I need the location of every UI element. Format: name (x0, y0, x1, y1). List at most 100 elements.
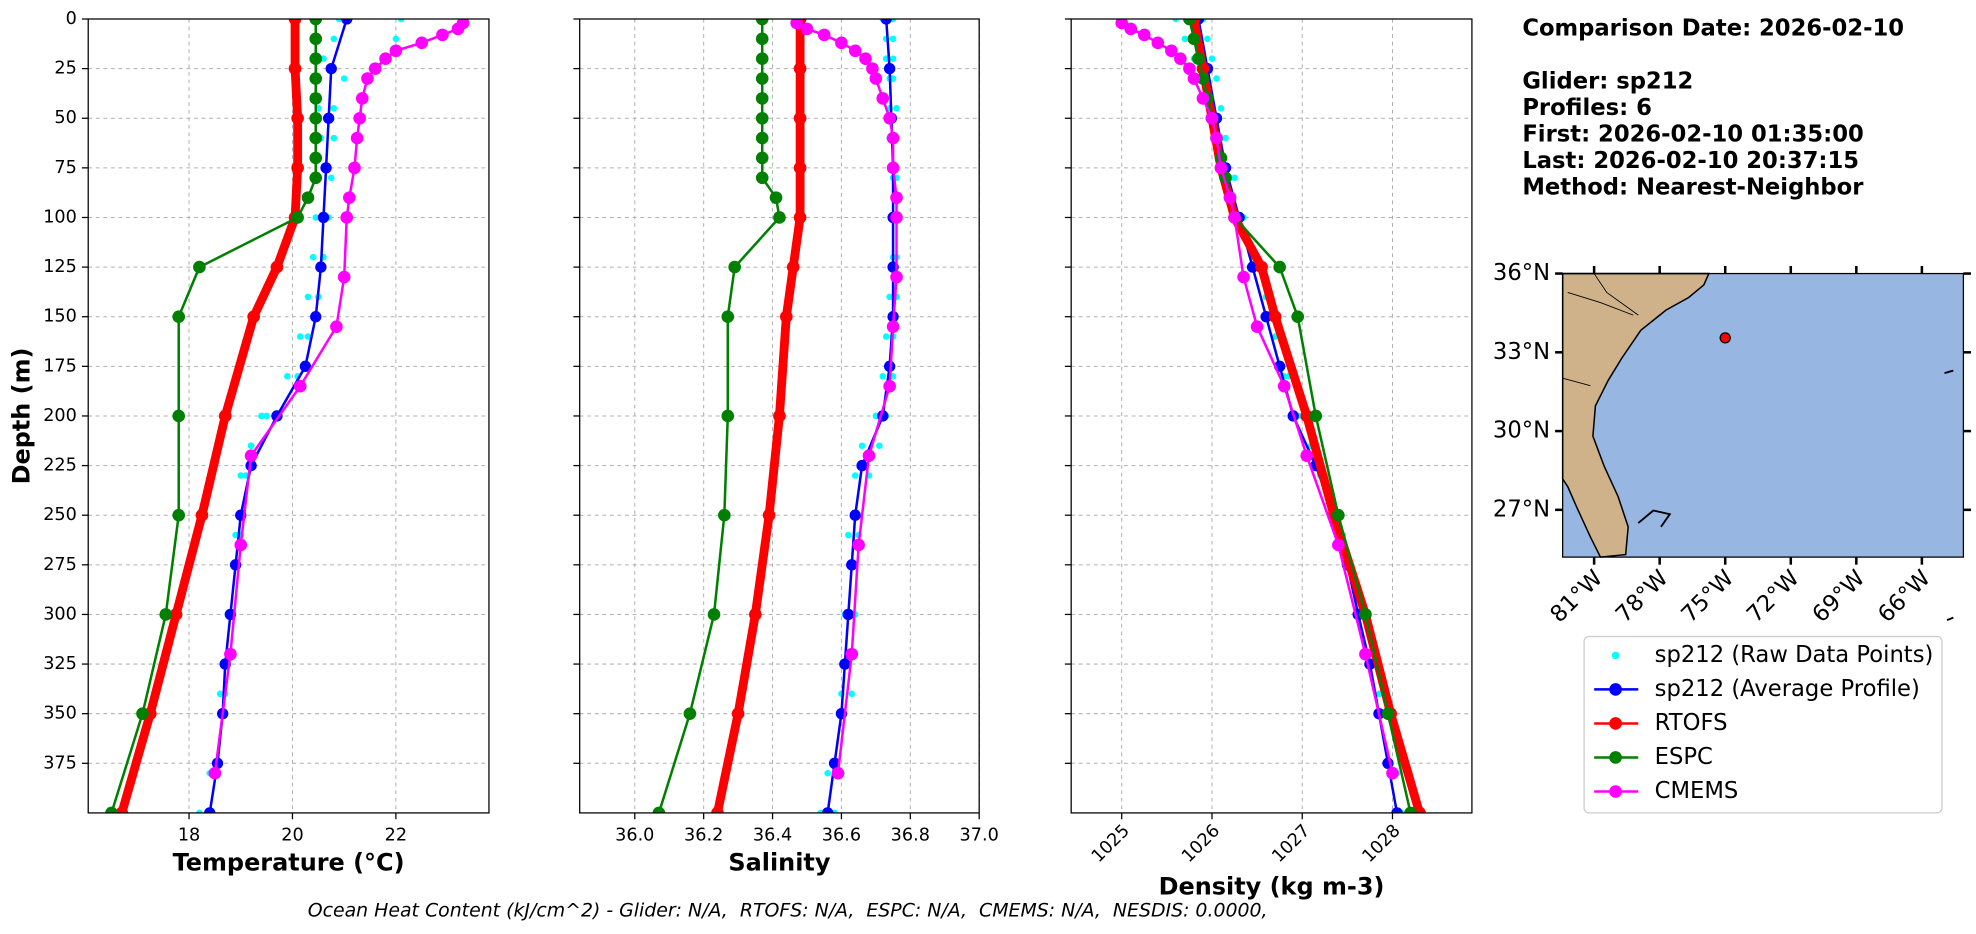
y-axis-label: Depth (m) (8, 348, 36, 485)
raw-point (1181, 35, 1189, 43)
glider-position (1719, 332, 1731, 344)
raw-point (1204, 35, 1211, 43)
profile-marker (866, 62, 879, 75)
profile-marker (169, 608, 183, 621)
profile-marker (1223, 191, 1237, 204)
profile-marker (244, 449, 258, 462)
profile-marker (1391, 807, 1403, 813)
profile-marker (1187, 72, 1201, 85)
x-tick-label: 36.6 (822, 826, 861, 846)
profile-marker (1260, 311, 1272, 323)
x-axis-label: Temperature (°C) (173, 848, 405, 876)
profile-marker (846, 559, 858, 571)
map-y-tick-label: 30°N (1493, 418, 1550, 444)
profile-marker (849, 509, 861, 521)
y-tick-label: 350 (43, 704, 77, 724)
profile-marker (193, 260, 206, 274)
profile-marker (309, 171, 323, 185)
profile-marker (1137, 28, 1151, 42)
profile-marker (1174, 52, 1187, 65)
profile-marker (1196, 72, 1210, 85)
plot-area (652, 18, 903, 813)
raw-point (1217, 105, 1225, 112)
profile-marker (389, 44, 403, 58)
raw-point (340, 75, 348, 82)
profile-marker (786, 260, 800, 274)
y-tick-label: 0 (66, 9, 77, 29)
raw-point (893, 105, 900, 112)
profile-marker (652, 806, 666, 813)
raw-point (886, 293, 893, 301)
profile-marker (755, 171, 769, 185)
profile-marker (886, 161, 900, 175)
profile-marker (755, 151, 769, 165)
raw-point (876, 442, 883, 450)
raw-point (845, 531, 852, 539)
x-tick-label: 36.2 (684, 826, 723, 846)
profile-marker (309, 72, 323, 85)
profile-marker (848, 44, 862, 58)
profile-marker (288, 62, 302, 75)
profile-marker (1165, 44, 1178, 58)
raw-point (397, 18, 405, 23)
profile-marker (1359, 647, 1372, 661)
legend-label: sp212 (Raw Data Points) (1655, 642, 1934, 668)
profile-marker (309, 151, 323, 165)
profile-marker (1273, 260, 1286, 274)
profile-marker (361, 72, 374, 85)
legend-label: RTOFS (1655, 710, 1728, 736)
profile-marker (172, 508, 186, 522)
profile-marker (769, 191, 783, 204)
raw-point (309, 253, 317, 261)
raw-point (1213, 75, 1220, 82)
profile-marker (288, 18, 302, 26)
profile-marker (172, 310, 186, 324)
profile-marker (343, 191, 356, 204)
profile-marker (218, 409, 232, 423)
raw-point (263, 412, 270, 420)
profile-marker (773, 409, 786, 423)
raw-point (1222, 134, 1229, 142)
profile-marker (247, 310, 260, 324)
raw-point (237, 472, 245, 479)
profile-marker (721, 409, 735, 423)
raw-point (216, 690, 224, 698)
map-y-tick-label: 27°N (1493, 496, 1550, 522)
raw-point (304, 333, 312, 340)
profile-marker (845, 647, 859, 661)
raw-point (335, 18, 343, 23)
profile-marker (159, 608, 173, 621)
profile-marker (793, 62, 807, 75)
profile-marker (755, 32, 769, 46)
raw-point (851, 472, 859, 479)
profile-marker (755, 52, 769, 65)
legend (1583, 635, 1943, 814)
profile-marker (315, 261, 327, 273)
profile-marker (1151, 36, 1165, 50)
profile-marker (890, 270, 903, 284)
plot-area (1115, 18, 1426, 813)
y-tick-label: 125 (43, 257, 77, 277)
footer: Ocean Heat Content (kJ/cm^2) - Glider: N… (308, 900, 1268, 922)
profile-marker (1277, 379, 1291, 393)
map-y-tick-label: 36°N (1493, 260, 1550, 286)
profile-marker (234, 538, 248, 552)
y-tick-label: 75 (54, 158, 76, 178)
profile-marker (309, 52, 323, 65)
profile-marker (883, 379, 896, 393)
profile-marker (731, 707, 745, 720)
raw-point (858, 442, 866, 450)
profile-marker (320, 162, 332, 174)
profile-marker (883, 62, 896, 75)
profile-marker (793, 111, 807, 125)
profile-marker (1192, 52, 1205, 65)
y-tick-label: 100 (43, 207, 77, 227)
profile-marker (793, 161, 807, 175)
legend-marker (1609, 683, 1622, 696)
y-tick-label: 25 (54, 59, 76, 79)
x-tick-label: 18 (178, 826, 200, 846)
profile-marker (886, 131, 900, 145)
profile-marker (299, 360, 312, 373)
raw-point (296, 333, 304, 340)
